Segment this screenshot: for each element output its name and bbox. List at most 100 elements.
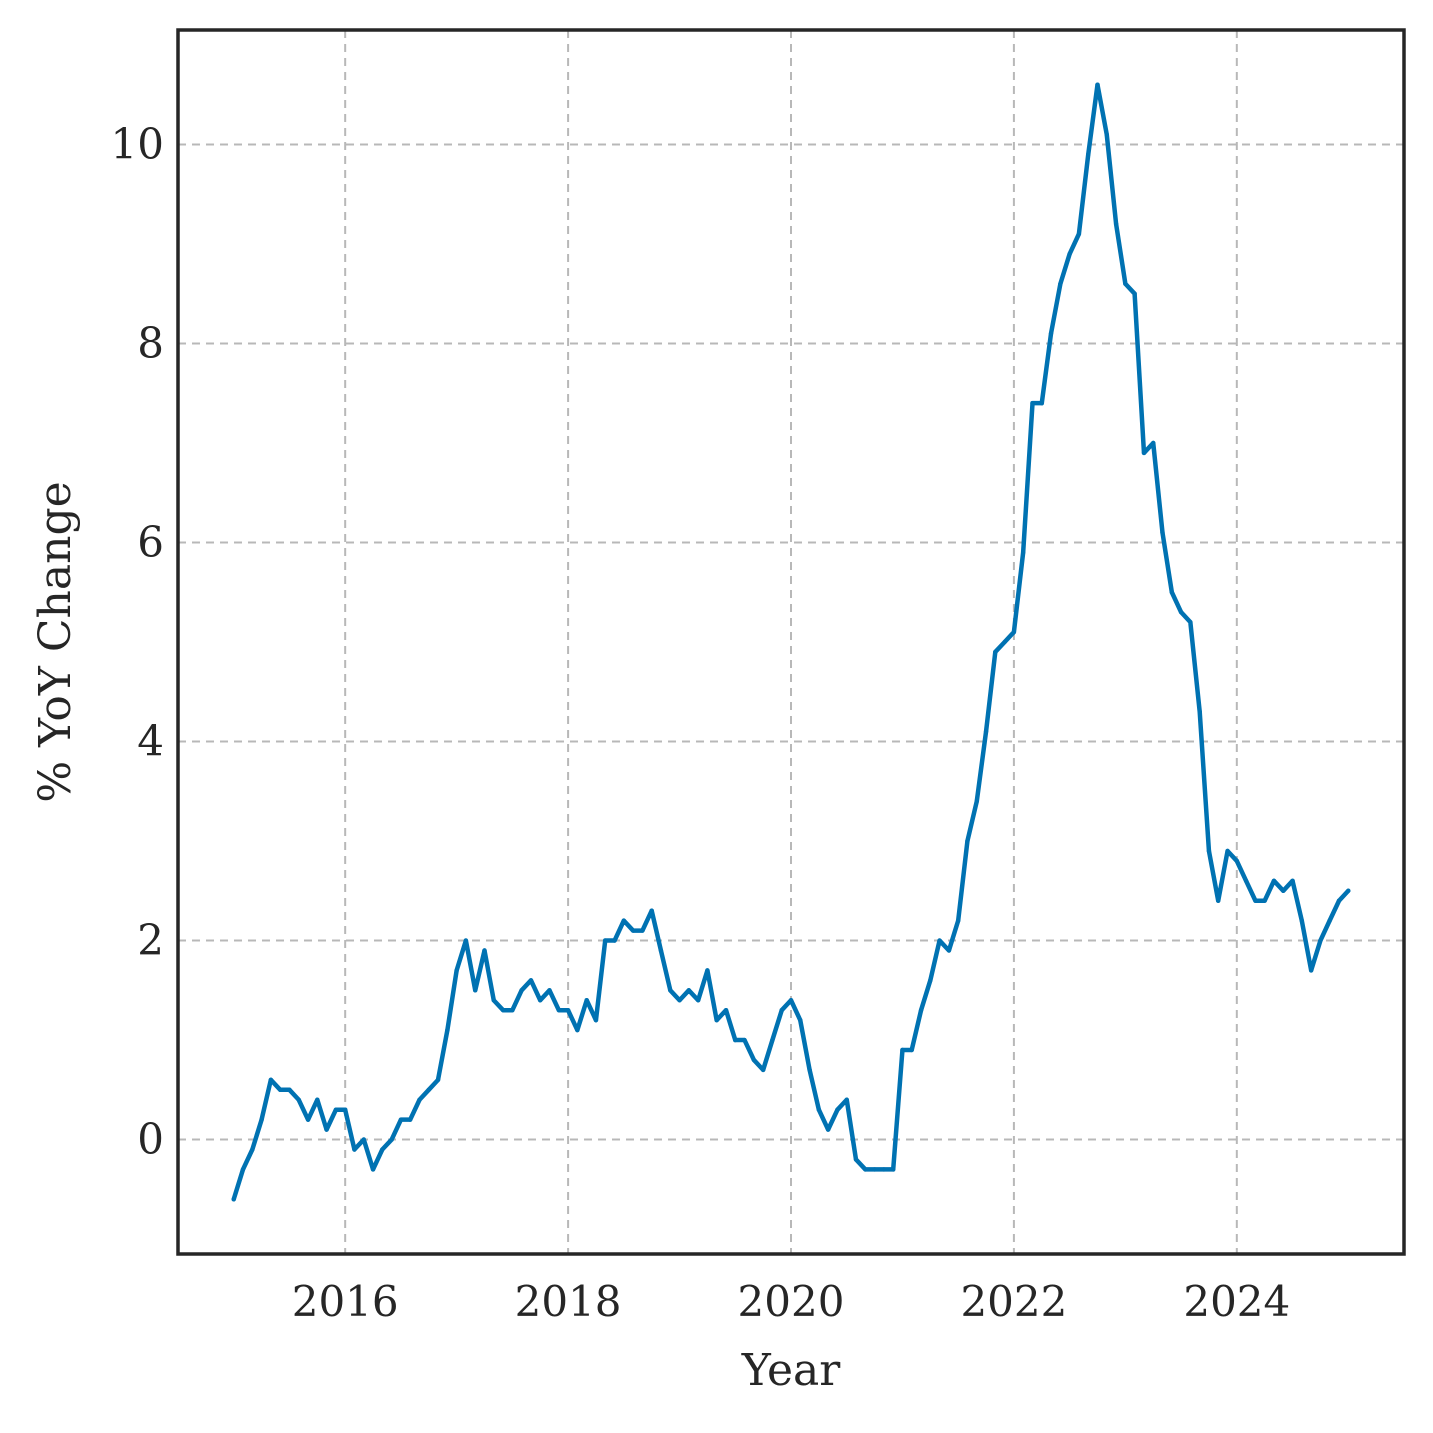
data-point: [547, 988, 552, 993]
data-point: [593, 1017, 599, 1023]
data-point: [965, 838, 970, 844]
data-point: [835, 1107, 840, 1112]
data-point: [630, 928, 636, 933]
data-point: [352, 1147, 357, 1152]
x-tick-label: 2016: [292, 1277, 399, 1326]
x-tick-label: 2022: [960, 1277, 1067, 1326]
data-point: [342, 1107, 348, 1112]
data-point: [723, 1008, 729, 1013]
y-tick-label: 8: [137, 318, 164, 367]
data-point: [881, 1167, 887, 1172]
data-point: [863, 1167, 868, 1172]
data-point: [798, 1017, 803, 1023]
data-point: [1308, 968, 1314, 973]
data-point: [1123, 281, 1128, 286]
y-tick-labels: 0 2 4 6 8 10: [111, 119, 164, 1163]
data-point: [1002, 639, 1007, 645]
data-point: [519, 988, 524, 993]
data-point: [891, 1167, 896, 1172]
data-point: [315, 1097, 320, 1102]
x-tick-label: 2024: [1183, 1277, 1290, 1326]
data-point: [1169, 590, 1175, 595]
data-point: [807, 1067, 812, 1073]
data-point: [1327, 918, 1332, 923]
data-point: [1262, 898, 1267, 903]
x-axis-label: Year: [741, 1345, 841, 1396]
data-point: [677, 998, 682, 1003]
data-point: [1020, 550, 1026, 555]
data-point: [324, 1127, 329, 1132]
x-tick-label: 2018: [515, 1277, 622, 1326]
data-point: [640, 928, 645, 933]
data-point: [435, 1077, 441, 1083]
data-point: [231, 1197, 236, 1202]
data-point: [1243, 878, 1249, 884]
data-point: [1160, 530, 1165, 535]
data-point: [825, 1127, 831, 1132]
data-point: [788, 998, 794, 1003]
data-point: [1281, 888, 1286, 893]
data-point: [714, 1017, 719, 1023]
data-point: [751, 1057, 757, 1063]
data-point: [575, 1027, 580, 1033]
data-point: [268, 1077, 274, 1083]
data-point: [918, 1008, 924, 1013]
data-point: [240, 1167, 246, 1172]
data-point: [603, 938, 608, 943]
data-point: [556, 1008, 562, 1013]
x-tick-labels: 2016 2018 2020 2022 2024: [292, 1277, 1291, 1326]
data-point: [1132, 291, 1137, 296]
data-point: [1104, 132, 1109, 137]
data-point: [1253, 898, 1258, 903]
data-point: [770, 1037, 775, 1043]
data-point: [1011, 629, 1017, 635]
data-point: [500, 1008, 506, 1013]
data-point: [1346, 888, 1351, 893]
data-point: [1188, 619, 1193, 625]
data-point: [305, 1117, 311, 1122]
data-point: [695, 998, 701, 1003]
data-point: [565, 1008, 571, 1013]
data-point: [417, 1097, 422, 1102]
data-point: [454, 968, 459, 973]
data-point: [928, 978, 933, 983]
y-tick-label: 2: [137, 916, 164, 965]
data-point: [1095, 82, 1100, 87]
data-point: [398, 1117, 404, 1122]
data-point: [1290, 878, 1295, 884]
data-point: [1039, 400, 1044, 406]
data-point: [370, 1167, 376, 1172]
data-point: [1216, 898, 1221, 903]
data-point: [584, 998, 589, 1003]
data-point: [389, 1137, 394, 1142]
data-point: [278, 1087, 283, 1093]
data-point: [538, 998, 543, 1003]
data-point: [1234, 858, 1240, 864]
data-point: [1225, 848, 1230, 854]
data-point: [658, 948, 664, 953]
x-gridlines: [344, 30, 1238, 1254]
data-point: [333, 1107, 339, 1112]
data-point: [1113, 221, 1119, 227]
y-tick-label: 0: [137, 1115, 164, 1164]
data-point: [1151, 440, 1156, 446]
data-point: [380, 1147, 385, 1152]
data-point: [612, 938, 617, 943]
data-point: [1206, 848, 1212, 854]
data-point: [1318, 938, 1323, 943]
data-point: [733, 1037, 738, 1043]
y-axis-label: % YoY Change: [30, 481, 81, 802]
data-point: [705, 968, 710, 973]
y-tick-label: 10: [111, 119, 164, 168]
data-point: [1067, 251, 1072, 257]
data-point: [1197, 709, 1202, 714]
data-point: [1141, 450, 1147, 456]
data-point: [844, 1097, 849, 1102]
data-point: [1048, 331, 1054, 336]
data-point: [983, 729, 989, 734]
data-point: [993, 649, 998, 655]
data-point: [250, 1147, 255, 1152]
data-point: [760, 1067, 766, 1073]
